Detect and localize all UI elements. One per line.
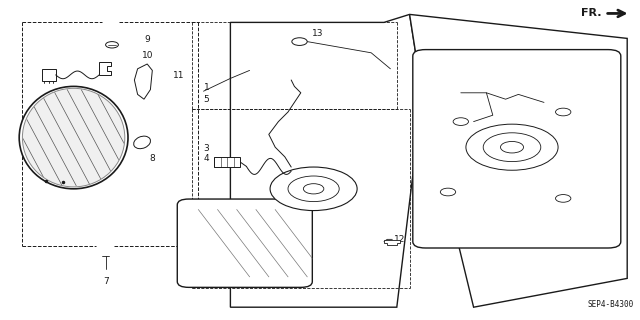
Circle shape — [500, 141, 524, 153]
Text: 6: 6 — [245, 258, 251, 267]
Text: 9: 9 — [144, 36, 150, 44]
Polygon shape — [99, 62, 111, 75]
Text: SEP4-B4300: SEP4-B4300 — [588, 300, 634, 309]
Circle shape — [270, 167, 357, 211]
Polygon shape — [42, 69, 56, 81]
Ellipse shape — [19, 86, 128, 189]
Polygon shape — [410, 14, 627, 307]
Polygon shape — [134, 64, 152, 99]
Text: 4: 4 — [204, 154, 209, 163]
Circle shape — [292, 38, 307, 45]
Circle shape — [106, 42, 118, 48]
FancyBboxPatch shape — [413, 50, 621, 248]
Circle shape — [440, 188, 456, 196]
Text: 3: 3 — [204, 144, 209, 153]
Text: FR.: FR. — [581, 8, 602, 19]
Polygon shape — [214, 157, 240, 167]
Text: 5: 5 — [204, 95, 209, 104]
Circle shape — [483, 133, 541, 162]
Polygon shape — [230, 14, 422, 307]
Text: 13: 13 — [312, 29, 323, 38]
Text: 11: 11 — [173, 71, 184, 80]
Text: 12: 12 — [394, 235, 406, 244]
Text: 10: 10 — [142, 52, 154, 60]
Ellipse shape — [22, 88, 125, 187]
Circle shape — [303, 184, 324, 194]
Text: 2: 2 — [245, 248, 251, 257]
Circle shape — [466, 124, 558, 170]
Polygon shape — [384, 240, 400, 245]
Circle shape — [556, 195, 571, 202]
Text: 1: 1 — [204, 84, 209, 92]
Text: 7: 7 — [103, 277, 108, 286]
Circle shape — [453, 118, 468, 125]
FancyBboxPatch shape — [177, 199, 312, 287]
Text: 8: 8 — [149, 154, 155, 163]
Ellipse shape — [134, 136, 150, 149]
Circle shape — [556, 108, 571, 116]
Circle shape — [288, 176, 339, 202]
